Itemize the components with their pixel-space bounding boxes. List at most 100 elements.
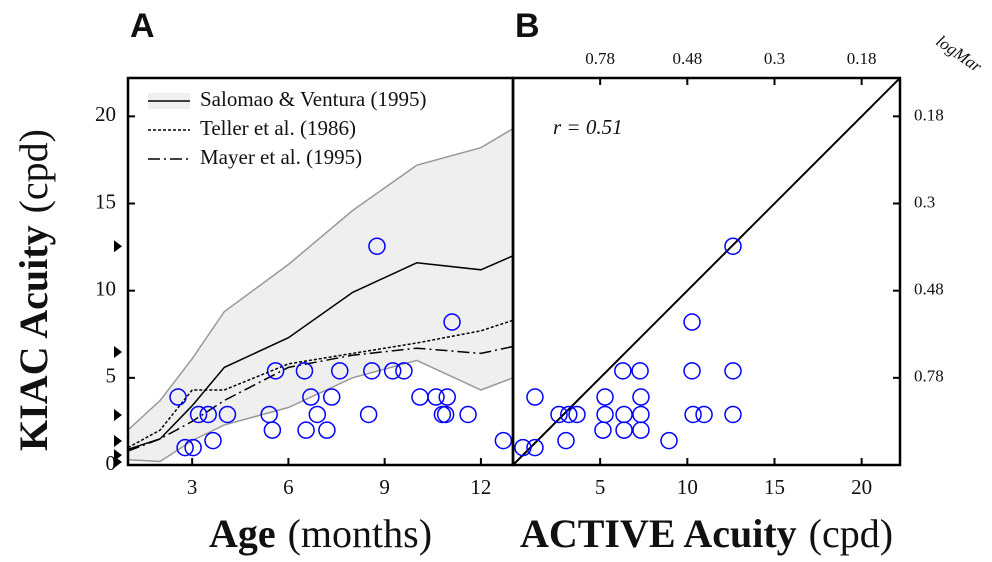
data-point — [308, 405, 327, 424]
y-marker — [114, 456, 122, 469]
axis-label-bold: KIAC Acuity — [11, 225, 56, 451]
y-marker — [114, 408, 122, 421]
panel-label: A — [130, 7, 155, 45]
data-point — [443, 313, 461, 331]
axis-label-rest: (months) — [288, 511, 432, 556]
y-tick-label: 5 — [106, 364, 117, 388]
legend-label: Mayer et al. (1995) — [200, 145, 362, 169]
data-point — [683, 362, 701, 380]
data-point — [302, 388, 320, 406]
x-tick-label: 5 — [595, 475, 606, 499]
data-point — [494, 431, 513, 450]
y-marker — [114, 434, 122, 447]
data-point — [368, 237, 386, 255]
x-tick-label: 6 — [283, 475, 294, 499]
series-line — [127, 345, 514, 452]
data-point — [359, 405, 378, 424]
y2-tick-label: 0.18 — [914, 105, 944, 124]
data-point — [684, 405, 702, 424]
x2-tick-label: 0.78 — [585, 49, 615, 68]
data-point — [614, 362, 632, 380]
axis-label-bold: Age — [209, 511, 276, 556]
data-point — [526, 438, 544, 457]
data-point — [568, 405, 586, 424]
data-point — [322, 388, 341, 406]
axis-label: ACTIVE Acuity (cpd) — [520, 511, 893, 556]
series-line — [127, 255, 514, 451]
data-point — [436, 405, 455, 424]
data-point — [557, 431, 575, 450]
data-point — [383, 362, 402, 380]
data-point — [724, 362, 742, 380]
data-point — [632, 405, 650, 424]
data-point — [297, 421, 315, 439]
y-tick-label: 15 — [95, 189, 116, 213]
y-tick-label: 20 — [95, 102, 116, 126]
axis-label-bold: ACTIVE Acuity — [520, 511, 797, 556]
data-point — [660, 431, 678, 450]
data-point — [204, 431, 222, 450]
identity-line — [512, 77, 901, 466]
axis-label-rest: (cpd) — [11, 129, 56, 213]
data-point — [438, 388, 456, 406]
data-point — [632, 388, 650, 406]
data-point — [632, 421, 650, 439]
x2-axis-label: logMar — [933, 31, 986, 76]
data-point — [683, 313, 701, 331]
band-edge — [127, 127, 514, 431]
y2-tick-label: 0.48 — [914, 280, 944, 299]
x-tick-label: 12 — [470, 475, 491, 499]
y2-tick-label: 0.3 — [914, 192, 935, 211]
data-point — [199, 405, 217, 424]
data-point — [514, 438, 532, 457]
data-point — [594, 421, 612, 439]
data-point — [363, 362, 381, 380]
data-point — [724, 405, 742, 424]
data-point — [433, 405, 452, 424]
legend-label: Salomao & Ventura (1995) — [200, 87, 427, 111]
data-point — [695, 405, 713, 424]
data-point — [218, 405, 237, 424]
x-tick-label: 3 — [187, 475, 198, 499]
data-point — [263, 421, 282, 439]
data-point — [331, 362, 349, 380]
y-tick-label: 10 — [95, 276, 116, 300]
axis-label-rest: (cpd) — [809, 511, 893, 556]
data-point — [318, 421, 336, 439]
y-marker — [114, 240, 122, 253]
data-point — [266, 362, 285, 380]
band-area — [128, 128, 513, 462]
data-point — [395, 362, 413, 380]
data-point — [411, 388, 429, 406]
data-point — [189, 405, 208, 424]
panel-label: B — [515, 7, 540, 45]
axis-label: KIAC Acuity (cpd) — [11, 129, 56, 451]
data-point — [631, 362, 649, 380]
data-point — [724, 237, 742, 255]
y-tick-label: 0 — [106, 451, 117, 475]
data-point — [184, 438, 202, 457]
band-edge — [127, 359, 514, 463]
data-point — [526, 388, 544, 406]
data-point — [169, 388, 187, 406]
data-point — [596, 388, 614, 406]
y-marker — [114, 346, 122, 359]
x-tick-label: 15 — [764, 475, 785, 499]
y2-tick-label: 0.78 — [914, 367, 944, 386]
legend-label: Teller et al. (1986) — [200, 116, 356, 140]
data-point — [615, 421, 633, 439]
data-point — [615, 405, 633, 424]
x2-tick-label: 0.3 — [764, 49, 785, 68]
x2-tick-label: 0.18 — [847, 49, 877, 68]
data-point — [176, 438, 194, 457]
annotation: r = 0.51 — [553, 115, 623, 139]
data-point — [550, 405, 568, 424]
data-point — [427, 388, 445, 406]
data-point — [560, 405, 578, 424]
data-point — [596, 405, 614, 424]
series-line — [127, 319, 514, 449]
x-tick-label: 9 — [379, 475, 390, 499]
x-tick-label: 20 — [851, 475, 872, 499]
axis-label: Age (months) — [209, 511, 432, 556]
x-tick-label: 10 — [677, 475, 698, 499]
